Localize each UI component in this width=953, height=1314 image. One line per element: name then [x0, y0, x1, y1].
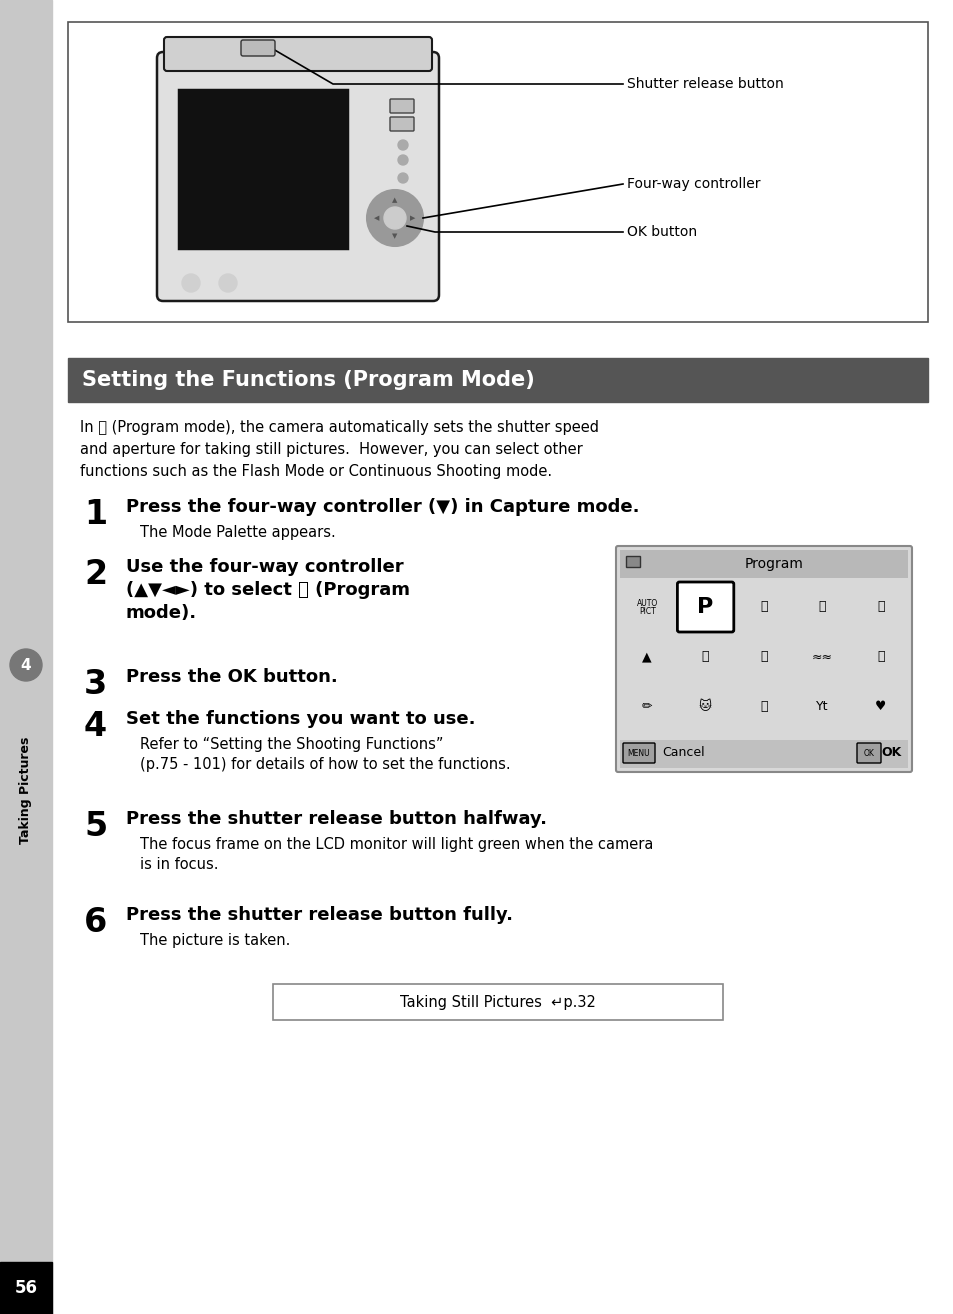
Text: 4: 4 — [21, 657, 31, 673]
Text: Press the shutter release button fully.: Press the shutter release button fully. — [126, 905, 513, 924]
FancyBboxPatch shape — [390, 117, 414, 131]
Bar — [68, 357, 927, 402]
Text: The picture is taken.: The picture is taken. — [140, 933, 290, 947]
FancyBboxPatch shape — [390, 99, 414, 113]
FancyBboxPatch shape — [677, 582, 733, 632]
Text: Setting the Functions (Program Mode): Setting the Functions (Program Mode) — [82, 371, 535, 390]
Text: ▶: ▶ — [410, 215, 416, 221]
Text: 🎤: 🎤 — [876, 600, 883, 614]
Text: OK button: OK button — [626, 225, 697, 239]
Bar — [68, 22, 927, 322]
Text: 2: 2 — [84, 558, 107, 591]
Text: 📶: 📶 — [876, 650, 883, 664]
Text: (p.75 - 101) for details of how to set the functions.: (p.75 - 101) for details of how to set t… — [140, 757, 510, 773]
Text: Four-way controller: Four-way controller — [626, 177, 760, 191]
Circle shape — [397, 141, 408, 150]
Text: 🐱: 🐱 — [699, 700, 711, 714]
Text: MENU: MENU — [627, 749, 650, 757]
Text: OK: OK — [862, 749, 874, 757]
Text: P: P — [697, 597, 713, 618]
Text: PICT: PICT — [639, 607, 655, 616]
Circle shape — [397, 173, 408, 183]
Bar — [625, 556, 639, 568]
Text: AUTO: AUTO — [636, 599, 658, 608]
Text: Press the OK button.: Press the OK button. — [126, 668, 337, 686]
Text: Press the shutter release button halfway.: Press the shutter release button halfway… — [126, 809, 546, 828]
Text: ≈≈: ≈≈ — [811, 650, 832, 664]
Text: Yt: Yt — [816, 700, 828, 714]
Bar — [0, 0, 52, 1314]
Bar — [179, 89, 347, 248]
Text: ✏: ✏ — [641, 700, 652, 714]
Text: 📷: 📷 — [760, 600, 767, 614]
Text: Taking Still Pictures  ↵p.32: Taking Still Pictures ↵p.32 — [399, 995, 596, 1009]
Bar — [273, 984, 722, 1020]
Text: The focus frame on the LCD monitor will light green when the camera: The focus frame on the LCD monitor will … — [140, 837, 653, 851]
Text: The Mode Palette appears.: The Mode Palette appears. — [140, 526, 335, 540]
Circle shape — [397, 155, 408, 166]
FancyBboxPatch shape — [241, 39, 274, 57]
Text: Use the four-way controller: Use the four-way controller — [126, 558, 403, 576]
Text: mode).: mode). — [126, 604, 197, 622]
Text: Press the four-way controller (▼) in Capture mode.: Press the four-way controller (▼) in Cap… — [126, 498, 639, 516]
Text: ▼: ▼ — [392, 233, 397, 239]
FancyBboxPatch shape — [157, 53, 438, 301]
Text: 🌼: 🌼 — [701, 650, 709, 664]
Text: ▲: ▲ — [641, 650, 651, 664]
Text: ♥: ♥ — [874, 700, 885, 714]
Text: 6: 6 — [84, 905, 107, 940]
Text: Program: Program — [743, 557, 802, 572]
Text: is in focus.: is in focus. — [140, 857, 218, 872]
Bar — [619, 740, 907, 767]
Text: 👤: 👤 — [818, 600, 825, 614]
FancyBboxPatch shape — [164, 37, 432, 71]
Bar — [619, 551, 907, 578]
Text: 5: 5 — [84, 809, 107, 844]
Text: functions such as the Flash Mode or Continuous Shooting mode.: functions such as the Flash Mode or Cont… — [80, 464, 552, 480]
Text: and aperture for taking still pictures.  However, you can select other: and aperture for taking still pictures. … — [80, 442, 582, 457]
Text: OK: OK — [881, 746, 902, 759]
Bar — [0, 1261, 52, 1314]
Text: ◀: ◀ — [374, 215, 379, 221]
Circle shape — [10, 649, 42, 681]
Text: Cancel: Cancel — [661, 746, 704, 759]
Circle shape — [219, 275, 236, 292]
Text: ▲: ▲ — [392, 197, 397, 202]
Text: 🅰: 🅰 — [760, 700, 767, 714]
FancyBboxPatch shape — [622, 742, 655, 763]
Text: In Ⓙ (Program mode), the camera automatically sets the shutter speed: In Ⓙ (Program mode), the camera automati… — [80, 420, 598, 435]
Text: (▲▼◄►) to select Ⓙ (Program: (▲▼◄►) to select Ⓙ (Program — [126, 581, 410, 599]
Text: 4: 4 — [84, 710, 107, 742]
Circle shape — [367, 191, 422, 246]
FancyBboxPatch shape — [616, 547, 911, 773]
Text: 56: 56 — [14, 1279, 37, 1297]
FancyBboxPatch shape — [856, 742, 880, 763]
Text: 1: 1 — [84, 498, 107, 531]
Text: Refer to “Setting the Shooting Functions”: Refer to “Setting the Shooting Functions… — [140, 737, 443, 752]
Text: Set the functions you want to use.: Set the functions you want to use. — [126, 710, 475, 728]
Text: 👤: 👤 — [760, 650, 767, 664]
Text: Shutter release button: Shutter release button — [626, 78, 783, 91]
Text: 3: 3 — [84, 668, 107, 700]
Circle shape — [384, 208, 406, 229]
Circle shape — [182, 275, 200, 292]
Text: Taking Pictures: Taking Pictures — [19, 736, 32, 844]
